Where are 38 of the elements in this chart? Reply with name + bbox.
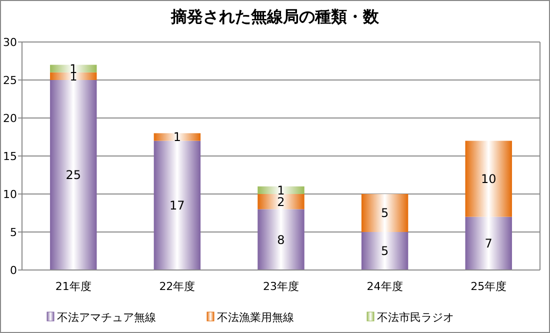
bar [465,140,512,217]
data-label: 5 [380,206,389,220]
y-tick-label: 25 [3,74,17,87]
x-tick-label: 22年度 [159,280,196,293]
x-tick-label: 25年度 [470,280,507,293]
data-label: 10 [480,172,496,186]
bar [361,232,408,270]
bar [154,133,201,141]
bar [50,64,97,72]
bar [154,140,201,270]
legend-label: 不法漁業用無線 [217,310,294,324]
data-label: 25 [66,168,82,182]
y-tick-label: 10 [3,188,17,201]
y-tick-label: 5 [10,226,17,239]
y-tick-label: 0 [10,264,17,277]
legend-label: 不法アマチュア無線 [57,310,156,324]
data-label: 8 [277,232,285,247]
bar [258,186,304,194]
y-tick-label: 30 [3,36,17,49]
legend-label: 不法市民ラジオ [377,310,454,324]
x-tick-label: 21年度 [55,280,92,293]
bar [258,194,304,210]
data-label: 1 [173,130,182,144]
chart-title: 摘発された無線局の種類・数 [170,7,380,26]
bar [258,209,304,270]
x-tick-label: 24年度 [366,280,403,293]
bar [465,216,512,270]
y-tick-label: 15 [3,150,17,163]
bar [361,194,408,232]
y-tick-label: 20 [3,112,17,125]
x-tick-label: 23年度 [263,280,299,293]
data-label: 5 [380,244,389,258]
data-label: 1 [277,183,285,198]
data-label: 7 [484,236,492,251]
bar [50,80,97,270]
bar [50,72,97,80]
data-label: 2 [277,194,285,209]
data-label: 17 [170,198,185,213]
